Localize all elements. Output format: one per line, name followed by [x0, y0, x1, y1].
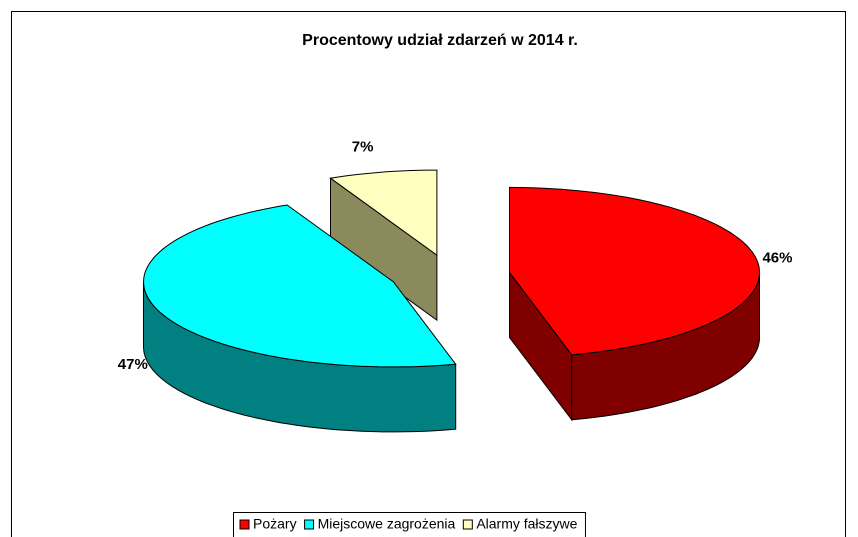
pie-slice: [143, 204, 457, 433]
legend-label: Miejscowe zagrożenia: [318, 516, 456, 532]
legend-swatch: [304, 519, 315, 530]
slice-top: [329, 169, 438, 257]
slice-top: [143, 204, 457, 368]
pie: [143, 169, 761, 433]
legend-swatch: [462, 519, 473, 530]
legend-frame: [233, 512, 586, 537]
legend: Pożary Miejscowe zagrożenia Alarmy fałszyw…: [233, 512, 586, 537]
pie-slice: [509, 186, 761, 422]
chart-title: Procentowy udział zdarzeń w 2014 r.: [302, 32, 578, 49]
slice-top: [509, 186, 761, 356]
data-label: 47%: [118, 356, 148, 373]
data-label: 46%: [762, 250, 792, 267]
legend-label: Pożary: [253, 516, 297, 532]
legend-swatch: [239, 519, 250, 530]
data-label: 7%: [352, 139, 374, 156]
legend-label: Alarmy fałszywe: [476, 516, 577, 532]
